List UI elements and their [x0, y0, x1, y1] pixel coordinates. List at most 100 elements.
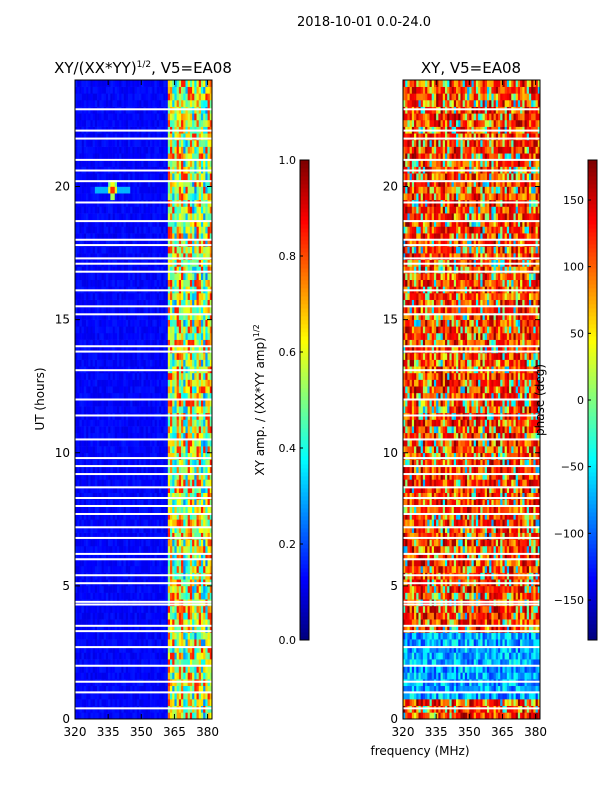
amp-cell	[163, 246, 166, 254]
amp-cell	[92, 472, 96, 480]
amp-cell	[123, 299, 127, 307]
amp-cell	[139, 213, 142, 221]
amp-cell	[172, 193, 175, 201]
amp-cell	[110, 439, 113, 447]
amp-cell	[105, 459, 109, 467]
amp-cell	[185, 539, 188, 547]
amp-cell	[119, 439, 122, 447]
amp-cell	[183, 253, 186, 261]
amp-cell	[81, 332, 85, 340]
amp-cell	[209, 352, 213, 360]
amp-cell	[156, 565, 160, 573]
amp-cell	[141, 506, 144, 513]
amp-cell	[83, 206, 87, 214]
amp-cell	[125, 193, 129, 201]
amp-cell	[141, 619, 144, 627]
amp-cell	[88, 645, 91, 653]
amp-cell	[187, 359, 191, 367]
amp-cell	[105, 512, 109, 520]
amp-cell	[99, 426, 102, 434]
amp-cell	[192, 306, 195, 314]
amp-cell	[128, 665, 131, 673]
amp-cell	[108, 565, 111, 573]
amp-cell	[156, 239, 160, 247]
amp-cell	[81, 279, 85, 287]
amp-cell	[108, 525, 111, 533]
amp-cell	[167, 665, 171, 673]
amp-cell	[154, 206, 158, 214]
amp-cell	[92, 319, 96, 327]
amp-cell	[194, 486, 197, 493]
amp-cell	[165, 399, 169, 407]
amp-cell	[81, 419, 85, 427]
amp-cell	[145, 253, 149, 261]
amp-cell	[170, 532, 173, 540]
amp-cell	[205, 332, 208, 340]
amp-cell	[158, 499, 162, 507]
amp-cell	[110, 359, 113, 367]
amp-cell	[152, 665, 155, 673]
amp-cell	[136, 645, 140, 653]
amp-cell	[105, 499, 109, 507]
amp-cell	[108, 226, 111, 234]
amp-cell	[88, 452, 91, 460]
amp-cell	[147, 179, 151, 187]
amp-cell	[200, 539, 204, 547]
amp-cell	[156, 492, 160, 500]
amp-cell	[200, 312, 204, 320]
amp-cell	[172, 206, 175, 214]
amp-cell	[207, 639, 211, 647]
amp-cell	[178, 492, 182, 500]
amp-cell	[101, 525, 105, 533]
amp-cell	[163, 233, 166, 241]
amp-cell	[94, 506, 98, 513]
amp-cell	[145, 273, 149, 280]
amp-cell	[90, 452, 93, 460]
amp-cell	[132, 446, 135, 454]
amp-cell	[167, 685, 171, 693]
amp-cell	[185, 339, 188, 347]
amp-cell	[150, 339, 153, 347]
amp-cell	[183, 193, 186, 201]
amp-cell	[97, 426, 100, 434]
amp-cell	[203, 446, 206, 454]
amp-cell	[97, 379, 100, 387]
amp-cell	[207, 352, 211, 360]
amp-cell	[101, 605, 105, 613]
amp-cell	[163, 346, 166, 354]
amp-cell	[192, 233, 195, 241]
amp-cell	[86, 392, 89, 400]
amp-cell	[77, 419, 80, 427]
amp-cell	[152, 319, 155, 327]
amp-cell	[145, 219, 149, 227]
amp-cell	[116, 532, 120, 540]
amp-cell	[83, 499, 87, 507]
amp-cell	[203, 639, 206, 647]
amp-cell	[110, 545, 113, 553]
amp-cell	[174, 266, 177, 274]
amp-cell	[185, 439, 188, 447]
amp-cell	[183, 472, 186, 480]
amp-cell	[150, 426, 153, 434]
amp-cell	[134, 219, 138, 227]
amp-cell	[123, 213, 127, 221]
amp-cell	[116, 699, 120, 706]
amp-cell	[99, 213, 102, 221]
amp-cell	[196, 359, 200, 367]
amp-cell	[141, 472, 144, 480]
amp-cell	[132, 472, 135, 480]
amp-cell	[176, 699, 180, 706]
amp-cell	[143, 492, 147, 500]
amp-cell	[187, 186, 191, 194]
amp-cell	[128, 179, 131, 187]
amp-cell	[92, 266, 96, 274]
amp-cell	[110, 699, 113, 706]
amp-cell	[176, 612, 180, 620]
amp-cell	[94, 426, 98, 434]
amp-cell	[205, 506, 208, 513]
amp-cell	[152, 672, 155, 680]
amp-cell	[167, 466, 171, 474]
amp-cell	[81, 565, 85, 573]
amp-cell	[196, 452, 200, 460]
amp-cell	[119, 312, 122, 320]
